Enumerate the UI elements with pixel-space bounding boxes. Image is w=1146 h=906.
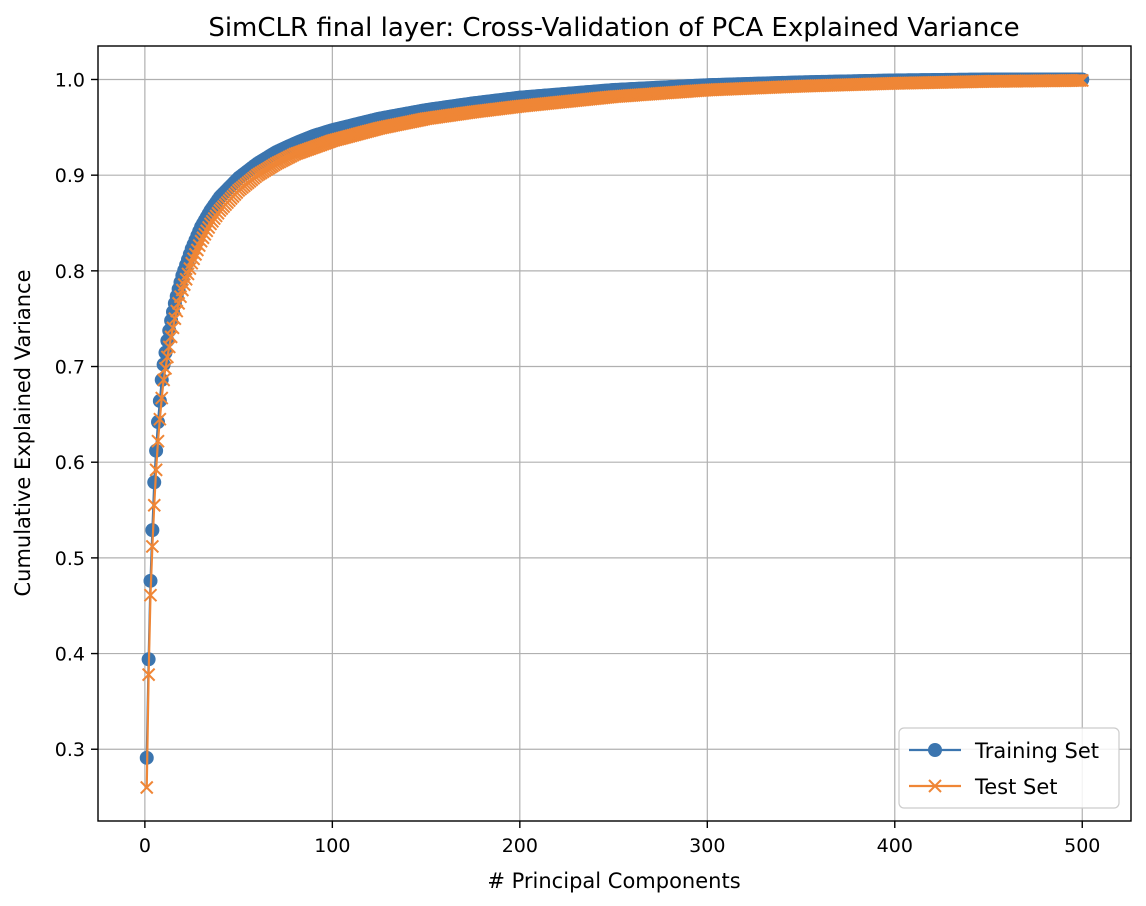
y-tick-label: 0.5	[55, 548, 85, 570]
x-tick-label: 500	[1064, 835, 1100, 857]
legend-box	[898, 727, 1120, 809]
x-axis-label: # Principal Components	[487, 869, 740, 893]
axis-ticks: 0 100 200 300 400 500 0.3 0.4 0.5 0.6 0.7 0.8 0.9 1.0	[55, 69, 1101, 857]
y-tick-label: 0.6	[55, 452, 85, 474]
series-layer	[139, 72, 1090, 795]
y-tick-label: 0.3	[55, 739, 85, 761]
series-line	[145, 79, 1083, 788]
legend-label-training: Training Set	[974, 739, 1099, 763]
y-tick-label: 1.0	[55, 69, 85, 91]
series-test	[140, 73, 1089, 795]
x-tick-label: 400	[877, 835, 913, 857]
legend-marker-test	[928, 779, 942, 793]
legend-label-test: Test Set	[974, 775, 1058, 799]
chart-title: SimCLR final layer: Cross-Validation of …	[208, 13, 1019, 43]
y-tick-label: 0.8	[55, 261, 85, 283]
x-tick-label: 200	[502, 835, 538, 857]
grid-lines	[98, 46, 1131, 821]
y-tick-label: 0.4	[55, 644, 85, 666]
y-tick-label: 0.9	[55, 165, 85, 187]
legend: Training Set Test Set	[898, 727, 1120, 809]
y-tick-label: 0.7	[55, 357, 85, 379]
x-tick-label: 300	[689, 835, 725, 857]
legend-marker-training	[928, 743, 942, 757]
x-tick-label: 0	[139, 835, 151, 857]
y-axis-label: Cumulative Explained Variance	[11, 269, 35, 596]
x-tick-label: 100	[314, 835, 350, 857]
plot-frame	[97, 45, 1132, 822]
data-point	[140, 780, 154, 795]
